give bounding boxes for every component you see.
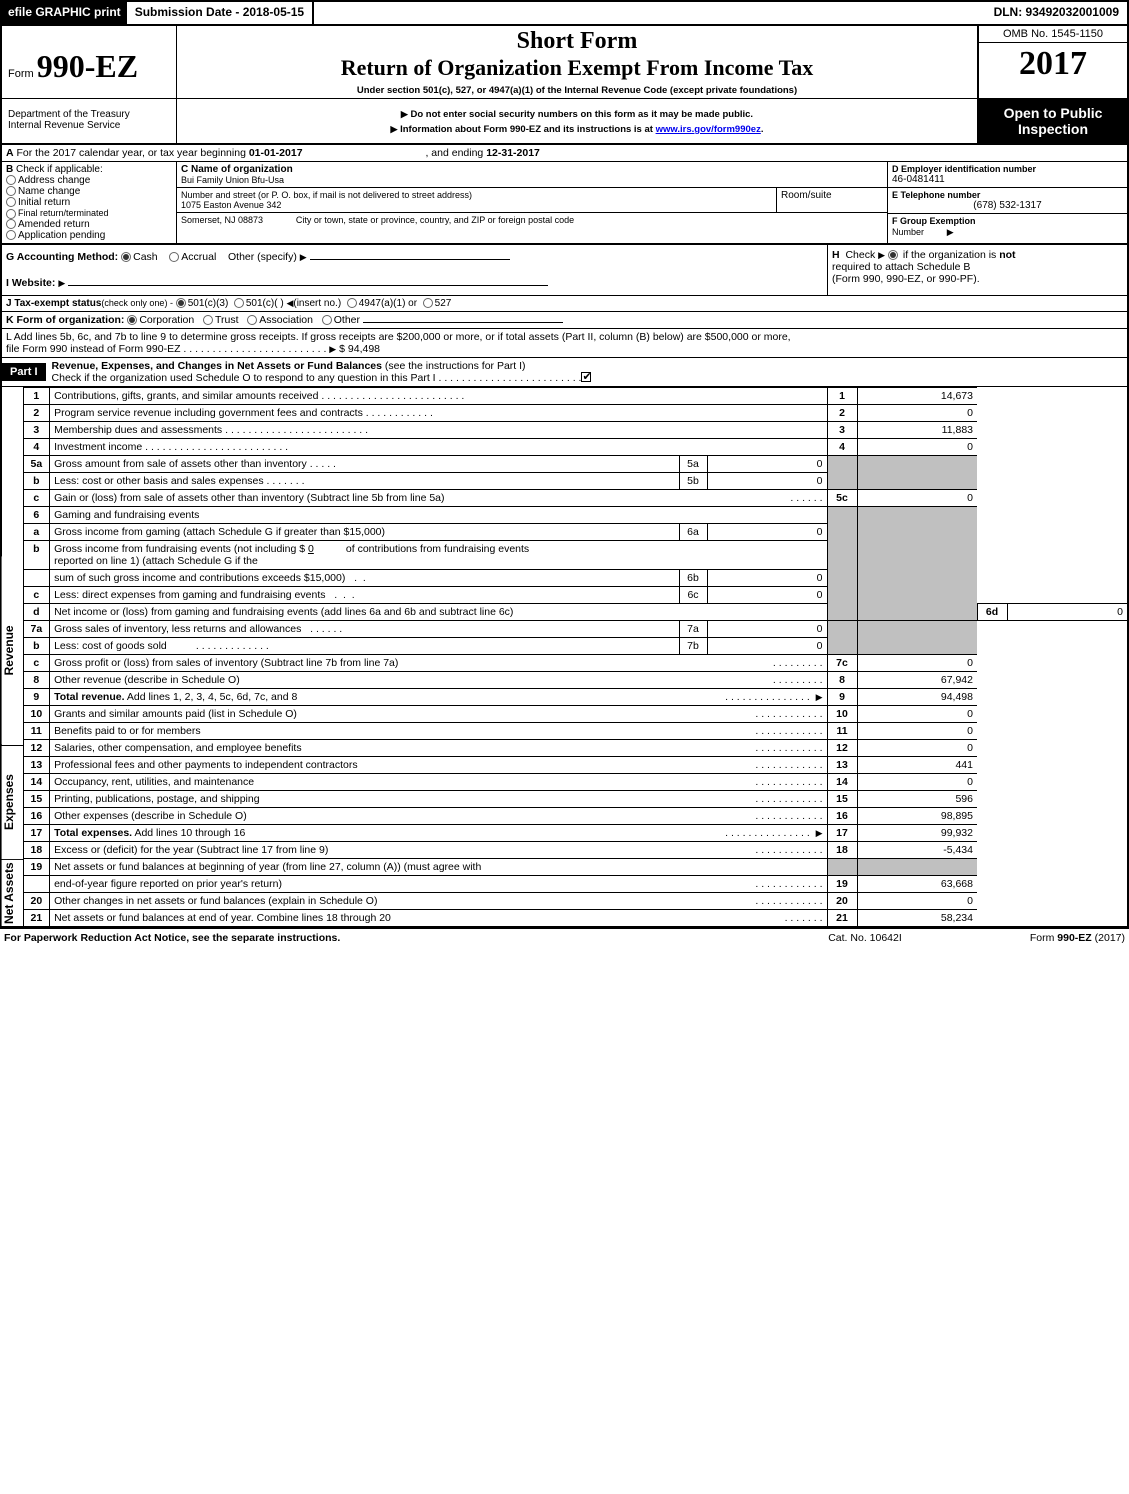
omb-number: OMB No. 1545-1150 — [979, 26, 1127, 43]
checkbox-h[interactable] — [888, 250, 898, 260]
footer-form: 990-EZ — [1057, 932, 1091, 944]
dept-cell: Department of the Treasury Internal Reve… — [2, 99, 177, 143]
radio-other-org[interactable] — [322, 315, 332, 325]
instructions-cell: Do not enter social security numbers on … — [177, 99, 977, 143]
main-title: Return of Organization Exempt From Incom… — [183, 55, 971, 81]
arrow-icon — [300, 251, 307, 263]
a-end: 12-31-2017 — [486, 147, 540, 159]
form-prefix: Form — [8, 68, 34, 80]
open-public-cell: Open to Public Inspection — [977, 99, 1127, 143]
d-label: D Employer identification number — [892, 164, 1123, 174]
part1-title: Revenue, Expenses, and Changes in Net As… — [52, 360, 382, 372]
submission-date: Submission Date - 2018-05-15 — [127, 2, 314, 24]
arrow-icon — [391, 124, 398, 135]
room-suite-label: Room/suite — [777, 188, 887, 213]
radio-assoc[interactable] — [247, 315, 257, 325]
line-k: K Form of organization: Corporation Trus… — [0, 312, 1129, 329]
radio-501c[interactable] — [234, 298, 244, 308]
b-label: Check if applicable: — [16, 164, 103, 175]
no-ssn-text: Do not enter social security numbers on … — [410, 109, 753, 120]
radio-cash[interactable] — [121, 252, 131, 262]
radio-accrual[interactable] — [169, 252, 179, 262]
h-label: H — [832, 249, 840, 261]
under-section: Under section 501(c), 527, or 4947(a)(1)… — [183, 85, 971, 96]
c-street: 1075 Easton Avenue 342 — [181, 200, 772, 210]
checkbox-final-return[interactable] — [6, 209, 16, 219]
info-text: Information about Form 990-EZ and its in… — [400, 124, 653, 135]
arrow-icon — [58, 277, 65, 289]
arrow-icon — [401, 109, 408, 120]
part1-check: Check if the organization used Schedule … — [52, 372, 436, 384]
footer-mid: Cat. No. 10642I — [765, 932, 965, 944]
irs: Internal Revenue Service — [8, 120, 170, 131]
checkbox-name-change[interactable] — [6, 186, 16, 196]
checkbox-initial-return[interactable] — [6, 197, 16, 207]
arrow-icon — [329, 343, 336, 355]
lines-table: 1Contributions, gifts, grants, and simil… — [24, 387, 1127, 926]
form-id-cell: Form 990-EZ — [2, 26, 177, 98]
open-public-1: Open to Public — [983, 105, 1123, 121]
checkbox-application-pending[interactable] — [6, 230, 16, 240]
c-label: C Name of organization — [181, 164, 883, 175]
e-phone: (678) 532-1317 — [892, 200, 1123, 211]
radio-trust[interactable] — [203, 315, 213, 325]
efile-badge: efile GRAPHIC print — [2, 2, 127, 24]
checkbox-schedule-o[interactable] — [581, 372, 591, 382]
e-label: E Telephone number — [892, 190, 1123, 200]
line-l: L Add lines 5b, 6c, and 7b to line 9 to … — [0, 329, 1129, 357]
h-block: H Check if the organization is not requi… — [827, 245, 1127, 295]
radio-501c3[interactable] — [176, 298, 186, 308]
radio-527[interactable] — [423, 298, 433, 308]
c-org-name: Bui Family Union Bfu-Usa — [181, 175, 883, 185]
right-header: OMB No. 1545-1150 2017 — [977, 26, 1127, 98]
a-text2: , and ending — [425, 147, 486, 159]
f-label2: Number — [892, 227, 924, 237]
g-label: G Accounting Method: — [6, 251, 118, 263]
title-cell: Short Form Return of Organization Exempt… — [177, 26, 977, 98]
checkbox-amended[interactable] — [6, 219, 16, 229]
section-b: B Check if applicable: Address change Na… — [2, 162, 177, 243]
side-expenses: Expenses — [2, 746, 23, 859]
short-form-title: Short Form — [183, 28, 971, 55]
c-street-label: Number and street (or P. O. box, if mail… — [181, 190, 772, 200]
tax-year: 2017 — [979, 43, 1127, 85]
i-label: I Website: — [6, 277, 55, 289]
l-amount: $ 94,498 — [339, 343, 380, 355]
arrow-icon — [947, 227, 954, 238]
info-link[interactable]: www.irs.gov/form990ez — [656, 124, 761, 135]
d-ein: 46-0481411 — [892, 174, 1123, 185]
arrow-icon — [878, 249, 885, 261]
part1-label: Part I — [2, 363, 46, 381]
part1-suffix: (see the instructions for Part I) — [385, 360, 526, 372]
footer: For Paperwork Reduction Act Notice, see … — [0, 928, 1129, 947]
a-text1: For the 2017 calendar year, or tax year … — [17, 147, 249, 159]
line-a: A For the 2017 calendar year, or tax yea… — [0, 145, 1129, 162]
c-city-label: City or town, state or province, country… — [296, 215, 574, 225]
checkbox-address-change[interactable] — [6, 175, 16, 185]
line-j: J Tax-exempt status(check only one) - 50… — [0, 295, 1129, 312]
radio-corp[interactable] — [127, 315, 137, 325]
radio-4947a1[interactable] — [347, 298, 357, 308]
top-bar: efile GRAPHIC print Submission Date - 20… — [0, 0, 1129, 26]
open-public-2: Inspection — [983, 121, 1123, 137]
side-revenue: Revenue — [2, 556, 23, 744]
footer-left: For Paperwork Reduction Act Notice, see … — [4, 932, 340, 944]
side-net-assets: Net Assets — [2, 860, 23, 926]
c-city: Somerset, NJ 08873 — [181, 215, 263, 225]
f-label: F Group Exemption — [892, 216, 976, 226]
dln: DLN: 93492032001009 — [986, 2, 1127, 24]
form-number: 990-EZ — [37, 48, 138, 84]
g-i-block: G Accounting Method: Cash Accrual Other … — [2, 245, 827, 295]
a-begin: 01-01-2017 — [249, 147, 303, 159]
dept-treasury: Department of the Treasury — [8, 109, 170, 120]
